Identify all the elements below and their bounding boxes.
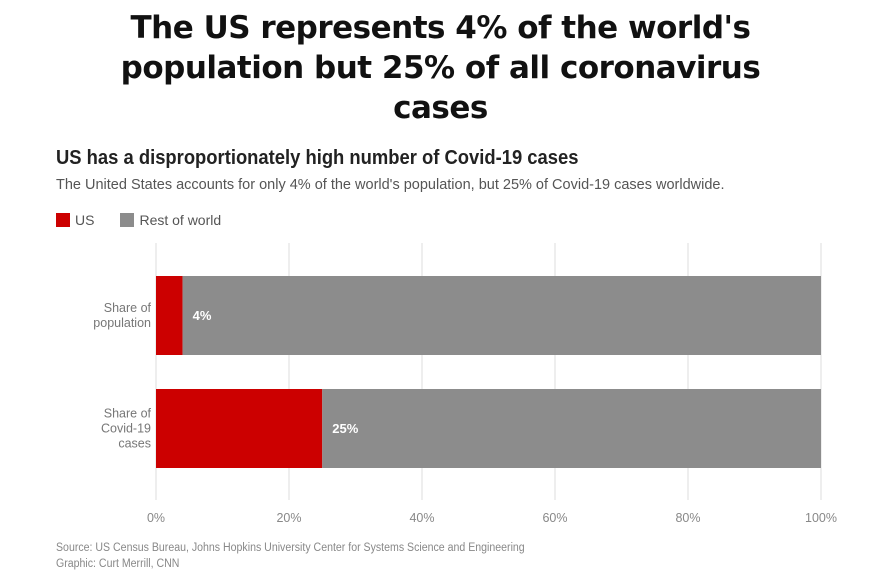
x-tick-label: 80% [675,511,700,525]
y-category-label-line: Covid-19 [101,422,151,436]
x-tick-label: 60% [542,511,567,525]
legend-label-rest-of-world: Rest of world [139,212,222,228]
headline: The US represents 4% of the world's popu… [0,8,881,128]
data-label: 4% [193,308,212,323]
x-tick-label: 20% [276,511,301,525]
y-category-label-line: population [93,316,151,330]
y-category-label-line: cases [118,437,151,451]
source-note: Source: US Census Bureau, Johns Hopkins … [56,542,525,554]
chart-title: US has a disproportionately high number … [56,147,579,169]
x-tick-label: 40% [409,511,434,525]
legend: US Rest of world [56,212,247,228]
data-label: 25% [332,421,358,436]
x-tick-label: 100% [805,511,837,525]
y-category-label-line: Share of [104,407,152,421]
legend-label-us: US [75,212,95,228]
headline-line: cases [393,90,488,126]
legend-item-us: US [56,212,94,228]
graphic-credit: Graphic: Curt Merrill, CNN [56,558,180,570]
headline-line: population but 25% of all coronavirus [120,50,761,86]
bar-rest-of-world [182,276,822,355]
bar-us [156,389,323,468]
legend-swatch-us [56,213,70,227]
headline-line: The US represents 4% of the world's [130,10,751,46]
chart-subtitle: The United States accounts for only 4% o… [56,177,725,193]
y-category-label: Share of Covid-19 cases [101,407,152,451]
x-tick-label: 0% [147,511,165,525]
legend-item-rest-of-world: Rest of world [120,212,221,228]
bar-us [156,276,183,355]
footer: Source: US Census Bureau, Johns Hopkins … [56,540,525,572]
legend-swatch-rest-of-world [120,213,135,227]
bar-rest-of-world [322,389,821,468]
y-category-label: Share of population [93,301,151,330]
y-category-label-line: Share of [104,301,152,315]
